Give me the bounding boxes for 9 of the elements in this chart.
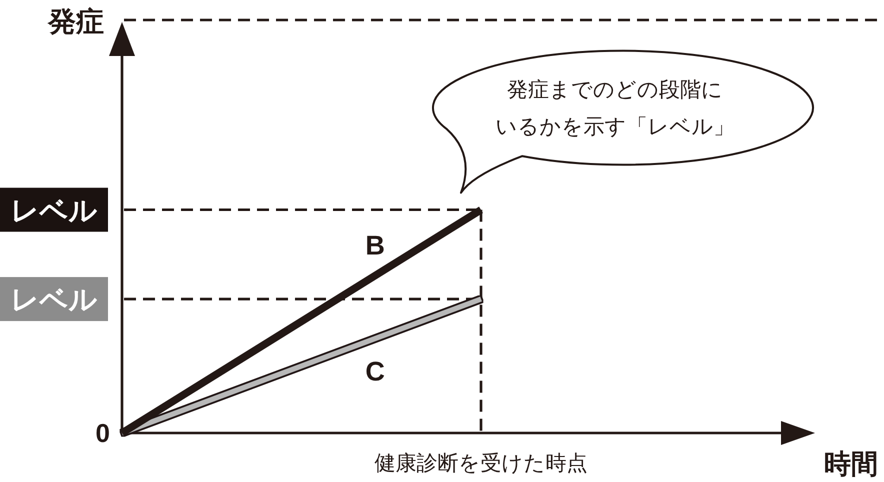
series-label: C	[365, 356, 385, 387]
text: 発症までのどの段階にいるかを示す「レベル」	[496, 78, 734, 138]
ref-line-label: レベル	[10, 284, 98, 316]
ref-line-label: レベル	[10, 194, 98, 226]
ref-line-label: 発症	[47, 6, 104, 37]
text: 0	[96, 418, 110, 448]
x-axis-title: 時間	[824, 449, 878, 479]
text: 健康診断を受けた時点	[374, 452, 588, 475]
series-label: B	[365, 230, 385, 261]
